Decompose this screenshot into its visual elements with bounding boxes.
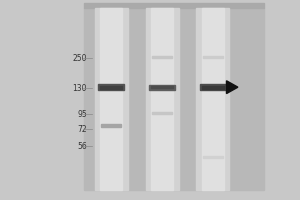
Bar — [100, 86, 122, 89]
Bar — [202, 8, 224, 190]
Bar — [149, 85, 175, 90]
Text: 95: 95 — [77, 110, 87, 119]
Bar — [98, 84, 124, 90]
Bar — [101, 124, 121, 127]
Bar — [200, 84, 226, 90]
Bar — [152, 112, 172, 114]
Bar — [84, 3, 264, 8]
Text: 130: 130 — [73, 84, 87, 93]
Bar — [151, 86, 173, 88]
Text: 250: 250 — [73, 54, 87, 63]
Bar — [151, 8, 173, 190]
Bar — [94, 8, 128, 190]
Bar — [146, 8, 178, 190]
Bar — [202, 86, 224, 89]
Bar — [152, 56, 172, 58]
Bar — [203, 156, 223, 158]
Polygon shape — [226, 81, 238, 94]
Text: 72: 72 — [77, 125, 87, 134]
Bar — [84, 8, 264, 190]
Bar — [196, 8, 230, 190]
Bar — [203, 56, 223, 58]
Bar — [100, 8, 122, 190]
Text: 56: 56 — [77, 142, 87, 151]
